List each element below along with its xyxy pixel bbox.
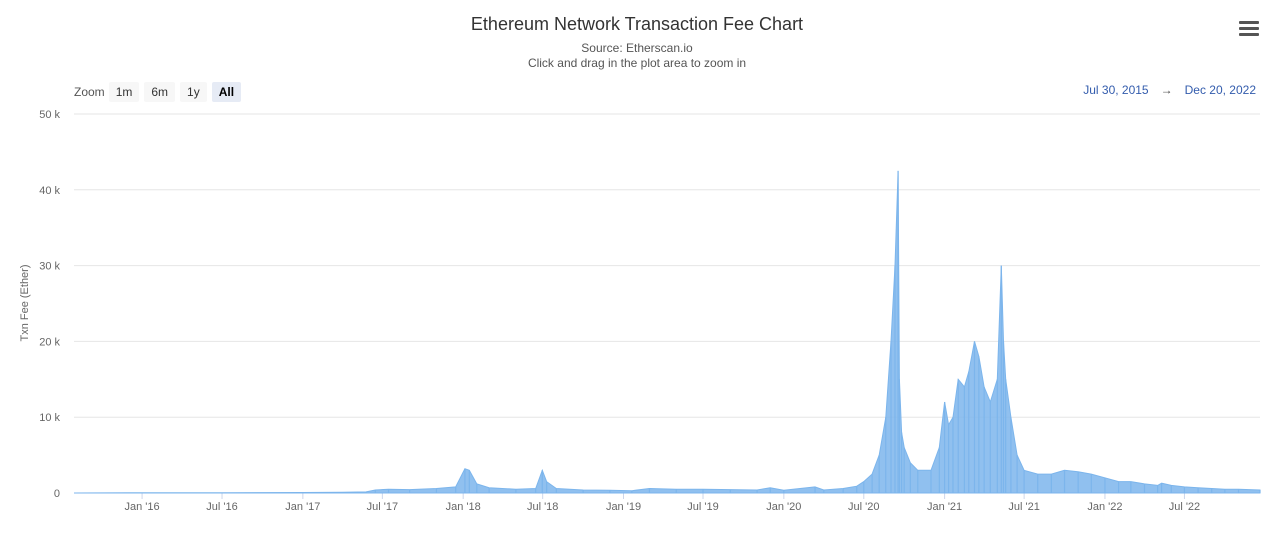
zoom-6m-button[interactable]: 6m [144,82,176,102]
chart-subtitle: Source: Etherscan.io Click and drag in t… [0,41,1274,71]
zoom-1m-button[interactable]: 1m [108,82,140,102]
y-axis-ticks: 0 10 k 20 k 30 k 40 k 50 k [39,109,60,500]
y-tick-label: 0 [54,488,60,500]
hamburger-menu-icon[interactable] [1236,18,1262,42]
x-tick-label: Jul '17 [367,501,398,513]
y-axis-label: Txn Fee (Ether) [19,264,31,341]
range-to-input[interactable]: Dec 20, 2022 [1184,83,1256,97]
x-tick-label: Jul '18 [527,501,558,513]
range-arrow: → [1160,83,1173,97]
x-tick-label: Jan '18 [446,501,481,513]
x-tick-label: Jan '16 [125,501,160,513]
y-tick-label: 40 k [39,185,60,197]
zoom-all-button[interactable]: All [211,82,242,102]
x-tick-label: Jul '16 [206,501,237,513]
x-tick-label: Jul '21 [1008,501,1039,513]
y-tick-label: 30 k [39,261,60,273]
x-tick-label: Jul '22 [1169,501,1200,513]
x-tick-label: Jan '17 [285,501,320,513]
x-tick-label: Jan '20 [766,501,801,513]
subtitle-source: Source: Etherscan.io [581,41,693,55]
zoom-controls: Zoom 1m 6m 1y All [74,82,246,102]
x-tick-label: Jan '22 [1087,501,1122,513]
zoom-1y-button[interactable]: 1y [180,82,207,102]
date-range: Jul 30, 2015 → Dec 20, 2022 [1083,83,1256,97]
series-area-fill [73,170,1261,494]
chart-title: Ethereum Network Transaction Fee Chart [470,14,804,34]
y-tick-label: 50 k [39,109,60,121]
subtitle-hint: Click and drag in the plot area to zoom … [527,56,747,70]
x-tick-label: Jul '19 [687,501,718,513]
y-tick-label: 20 k [39,336,60,348]
series-area [73,170,1261,494]
zoom-label: Zoom [74,85,105,99]
x-tick-label: Jan '19 [606,501,641,513]
y-tick-label: 10 k [39,412,60,424]
x-tick-label: Jul '20 [848,501,879,513]
x-axis-ticks: Jan '16 Jul '16 Jan '17 Jul '17 Jan '18 Jul '… [125,493,1200,513]
x-tick-label: Jan '21 [927,501,962,513]
grid-lines [74,113,1260,494]
range-from-input[interactable]: Jul 30, 2015 [1083,83,1149,97]
